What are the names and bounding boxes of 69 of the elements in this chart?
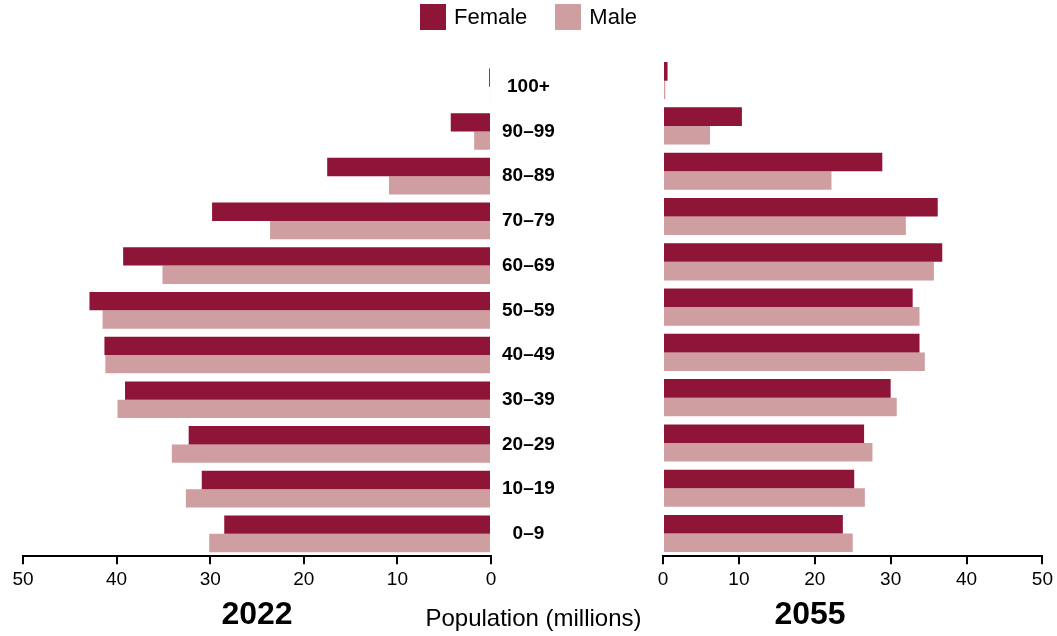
- x-tick-label: 20: [293, 567, 315, 589]
- legend-label: Female: [453, 4, 528, 30]
- bar: [664, 469, 855, 489]
- y-tick-label: 90–99: [502, 119, 555, 141]
- bar: [270, 220, 490, 240]
- bar: [171, 444, 490, 463]
- x-tick-label: 10: [386, 567, 408, 589]
- bar: [664, 62, 668, 81]
- y-tick-label: 0–9: [512, 522, 545, 544]
- bar: [664, 397, 897, 417]
- bar: [664, 514, 843, 534]
- bar: [388, 176, 490, 195]
- bar: [664, 442, 873, 462]
- bar: [664, 171, 832, 190]
- bar: [664, 243, 943, 262]
- x-tick-label: 30: [880, 567, 902, 589]
- x-tick-label: 20: [804, 567, 826, 589]
- bar: [89, 291, 490, 311]
- bar: [105, 355, 490, 374]
- bar: [664, 424, 865, 443]
- bar: [664, 307, 920, 326]
- bar: [212, 202, 490, 221]
- bar: [104, 336, 490, 356]
- bar: [664, 107, 742, 126]
- x-tick-label: 0: [485, 567, 497, 589]
- x-tick-label: 30: [199, 567, 221, 589]
- bar: [664, 125, 711, 145]
- bar: [125, 381, 490, 400]
- y-tick-label: 80–89: [502, 164, 555, 186]
- y-tick-label: 20–29: [502, 432, 555, 454]
- bar: [474, 131, 490, 150]
- bar: [117, 399, 490, 419]
- bar: [664, 216, 906, 236]
- bar: [664, 488, 865, 507]
- x-tick-label: 10: [728, 567, 750, 589]
- x-tick-label: 50: [1031, 567, 1053, 589]
- bar: [664, 379, 891, 398]
- bar: [450, 113, 490, 132]
- y-tick-label: 100+: [507, 74, 550, 96]
- bar: [188, 426, 490, 445]
- bar: [664, 352, 925, 371]
- y-tick-label: 30–39: [502, 387, 555, 409]
- text: 2055: [774, 595, 846, 631]
- bar: [664, 288, 913, 308]
- bar: [224, 515, 490, 534]
- bar: [162, 265, 490, 284]
- x-tick-label: 50: [12, 567, 34, 589]
- bar: [102, 310, 490, 329]
- y-tick-label: 10–19: [502, 477, 555, 499]
- y-tick-label: 40–49: [502, 343, 555, 365]
- x-tick-label: 40: [106, 567, 128, 589]
- y-tick-label: 50–59: [502, 298, 555, 320]
- bar: [664, 333, 920, 353]
- legend-label: Male: [589, 4, 638, 30]
- bar: [209, 533, 490, 553]
- bar: [664, 152, 883, 172]
- bar: [664, 261, 934, 281]
- x-axis-title: Population (millions): [425, 604, 642, 631]
- y-tick-label: 60–69: [502, 253, 555, 275]
- x-tick-label: 0: [657, 567, 669, 589]
- bar: [201, 470, 490, 490]
- bar: [327, 157, 490, 177]
- text: 2022: [221, 595, 293, 631]
- bar: [185, 489, 490, 508]
- y-tick-label: 70–79: [502, 209, 555, 231]
- bar: [664, 197, 938, 217]
- bar: [123, 247, 490, 266]
- bar: [664, 533, 853, 553]
- x-tick-label: 40: [955, 567, 978, 589]
